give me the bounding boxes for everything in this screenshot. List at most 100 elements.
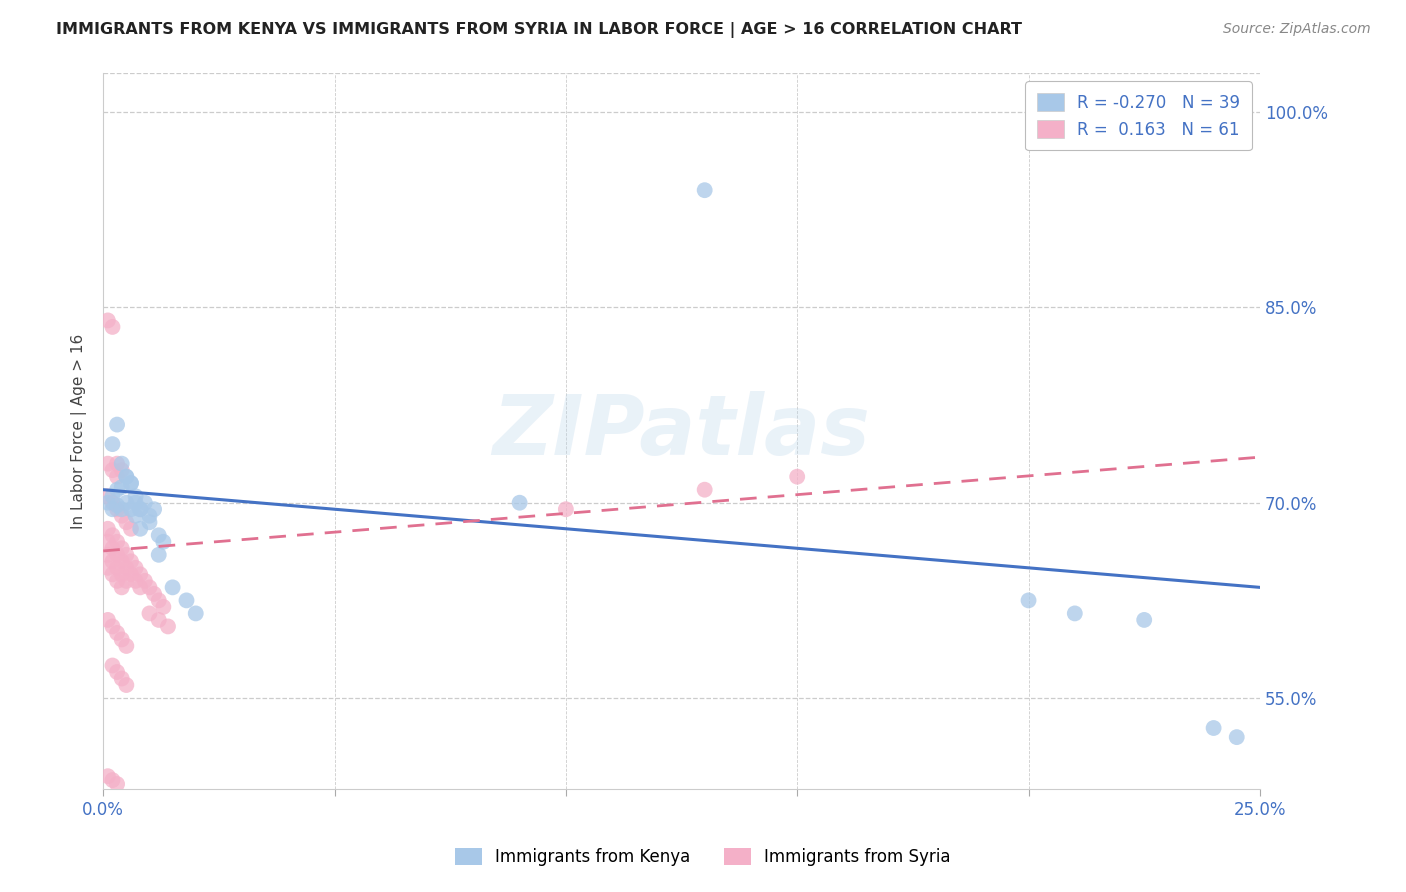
Point [124, 574, 146, 588]
Point [162, 580, 184, 594]
Point [101, 619, 124, 633]
Point [111, 567, 134, 582]
Point [105, 417, 128, 432]
Point [105, 777, 128, 791]
Point [101, 437, 124, 451]
Point [97, 561, 120, 575]
Point [105, 457, 128, 471]
Point [101, 489, 124, 503]
Point [1133, 613, 1156, 627]
Point [115, 639, 138, 653]
Point [143, 502, 166, 516]
Point [111, 672, 134, 686]
Point [129, 502, 152, 516]
Legend: R = -0.270   N = 39, R =  0.163   N = 61: R = -0.270 N = 39, R = 0.163 N = 61 [1025, 81, 1251, 151]
Point [138, 508, 160, 523]
Point [148, 548, 170, 562]
Point [111, 580, 134, 594]
Point [101, 554, 124, 568]
Point [115, 496, 138, 510]
Point [111, 463, 134, 477]
Point [97, 534, 120, 549]
Point [105, 534, 128, 549]
Point [120, 567, 142, 582]
Point [176, 593, 198, 607]
Point [101, 541, 124, 556]
Point [97, 522, 120, 536]
Point [129, 522, 152, 536]
Point [148, 528, 170, 542]
Point [143, 587, 166, 601]
Point [111, 508, 134, 523]
Point [97, 313, 120, 327]
Legend: Immigrants from Kenya, Immigrants from Syria: Immigrants from Kenya, Immigrants from S… [447, 840, 959, 875]
Text: IMMIGRANTS FROM KENYA VS IMMIGRANTS FROM SYRIA IN LABOR FORCE | AGE > 16 CORRELA: IMMIGRANTS FROM KENYA VS IMMIGRANTS FROM… [56, 22, 1022, 38]
Point [101, 463, 124, 477]
Point [111, 502, 134, 516]
Point [148, 593, 170, 607]
Point [120, 554, 142, 568]
Point [105, 665, 128, 679]
Point [105, 574, 128, 588]
Point [1202, 721, 1225, 735]
Point [156, 619, 179, 633]
Point [152, 534, 174, 549]
Point [111, 632, 134, 647]
Point [120, 502, 142, 516]
Point [97, 457, 120, 471]
Y-axis label: In Labor Force | Age > 16: In Labor Force | Age > 16 [72, 334, 87, 529]
Point [124, 561, 146, 575]
Point [105, 626, 128, 640]
Point [101, 567, 124, 582]
Point [129, 502, 152, 516]
Point [97, 613, 120, 627]
Point [105, 499, 128, 513]
Point [1226, 730, 1249, 744]
Point [1018, 593, 1040, 607]
Point [101, 658, 124, 673]
Text: Source: ZipAtlas.com: Source: ZipAtlas.com [1223, 22, 1371, 37]
Point [148, 613, 170, 627]
Point [120, 522, 142, 536]
Point [111, 554, 134, 568]
Point [111, 457, 134, 471]
Point [101, 773, 124, 788]
Point [101, 319, 124, 334]
Point [111, 541, 134, 556]
Point [105, 561, 128, 575]
Point [124, 496, 146, 510]
Point [115, 574, 138, 588]
Point [693, 483, 716, 497]
Point [138, 607, 160, 621]
Point [101, 496, 124, 510]
Point [124, 489, 146, 503]
Point [152, 599, 174, 614]
Point [509, 496, 531, 510]
Point [134, 574, 156, 588]
Point [111, 480, 134, 494]
Point [105, 483, 128, 497]
Point [115, 548, 138, 562]
Point [97, 769, 120, 783]
Point [97, 548, 120, 562]
Point [115, 469, 138, 483]
Point [693, 183, 716, 197]
Point [115, 469, 138, 483]
Point [134, 496, 156, 510]
Point [1063, 607, 1085, 621]
Point [115, 561, 138, 575]
Point [101, 502, 124, 516]
Point [105, 502, 128, 516]
Point [101, 528, 124, 542]
Point [120, 476, 142, 491]
Point [554, 502, 576, 516]
Point [129, 567, 152, 582]
Point [115, 515, 138, 529]
Point [105, 469, 128, 483]
Point [105, 548, 128, 562]
Point [120, 476, 142, 491]
Point [786, 469, 808, 483]
Point [97, 496, 120, 510]
Point [115, 678, 138, 692]
Point [138, 515, 160, 529]
